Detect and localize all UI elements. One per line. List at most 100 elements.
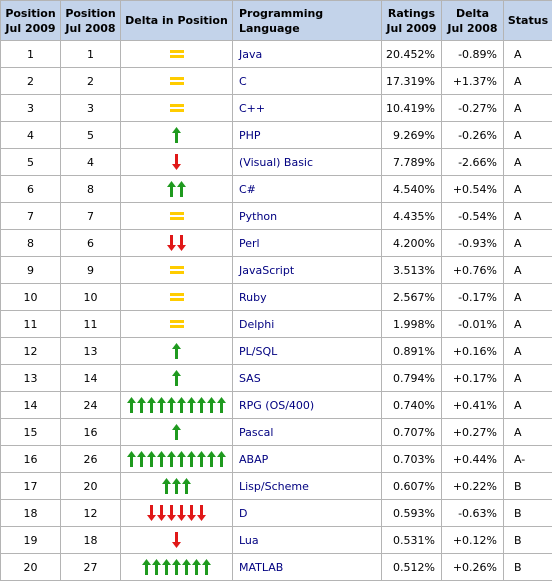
delta-icons	[122, 42, 232, 67]
header-row: Position Jul 2009 Position Jul 2008 Delta …	[0, 0, 552, 41]
up-arrow	[177, 397, 186, 413]
arrow-shape	[157, 397, 166, 413]
rating: 0.703%	[381, 445, 442, 473]
arrow-shape	[167, 505, 176, 521]
table-row: 7 7 Python 4.435% -0.54% A	[0, 202, 552, 230]
delta-icons	[122, 393, 232, 418]
status: A	[503, 256, 552, 284]
arrow-shape	[172, 532, 181, 548]
delta-icons	[122, 69, 232, 94]
up-arrow	[152, 559, 161, 575]
position-2008: 9	[60, 256, 121, 284]
column-header: Programming Language	[232, 0, 382, 41]
position-2008: 7	[60, 202, 121, 230]
delta-icons	[122, 420, 232, 445]
delta-icons	[122, 555, 232, 580]
status: A	[503, 94, 552, 122]
arrow-shape	[152, 559, 161, 575]
up-arrow	[217, 397, 226, 413]
language: Pascal	[232, 418, 382, 446]
arrow-shape	[197, 505, 206, 521]
rating: 0.607%	[381, 472, 442, 500]
arrow-shape	[162, 478, 171, 494]
table-row: 1 1 Java 20.452% -0.89% A	[0, 40, 552, 68]
arrow-shape	[167, 451, 176, 467]
delta-icons	[122, 528, 232, 553]
rating-delta: +0.17%	[441, 364, 504, 392]
up-arrow	[127, 397, 136, 413]
position-2009: 9	[0, 256, 61, 284]
arrow-shape	[147, 397, 156, 413]
arrow-shape	[177, 397, 186, 413]
up-arrow	[182, 478, 191, 494]
position-2009: 15	[0, 418, 61, 446]
language: (Visual) Basic	[232, 148, 382, 176]
language: C	[232, 67, 382, 95]
rating: 4.540%	[381, 175, 442, 203]
rating: 9.269%	[381, 121, 442, 149]
rating: 0.707%	[381, 418, 442, 446]
arrow-shape	[157, 451, 166, 467]
table-row: 18 12 D 0.593% -0.63% B	[0, 499, 552, 527]
delta-icons	[122, 366, 232, 391]
equal-bar	[169, 55, 184, 58]
position-2009: 18	[0, 499, 61, 527]
delta-position	[120, 256, 233, 284]
arrow-shape	[172, 127, 181, 143]
status: A	[503, 202, 552, 230]
position-2008: 12	[60, 499, 121, 527]
rating: 0.512%	[381, 553, 442, 581]
arrow-shape	[217, 397, 226, 413]
column-header: Delta Jul 2008	[441, 0, 504, 41]
arrow-shape	[137, 451, 146, 467]
delta-icons	[122, 177, 232, 202]
language: Lisp/Scheme	[232, 472, 382, 500]
up-arrow	[137, 451, 146, 467]
delta-icons	[122, 231, 232, 256]
rating-delta: +0.12%	[441, 526, 504, 554]
down-arrow	[197, 505, 206, 521]
up-arrow	[182, 559, 191, 575]
delta-position	[120, 310, 233, 338]
up-arrow	[172, 559, 181, 575]
rating: 10.419%	[381, 94, 442, 122]
equal-bar	[169, 77, 184, 80]
down-arrow	[172, 532, 181, 548]
rating: 3.513%	[381, 256, 442, 284]
arrow-shape	[177, 181, 186, 197]
table-row: 10 10 Ruby 2.567% -0.17% A	[0, 283, 552, 311]
equal-bar	[169, 50, 184, 53]
rating-delta: +0.27%	[441, 418, 504, 446]
rating: 2.567%	[381, 283, 442, 311]
rating: 0.794%	[381, 364, 442, 392]
delta-position	[120, 283, 233, 311]
equal-bar	[169, 271, 184, 274]
column-header: Ratings Jul 2009	[381, 0, 442, 41]
position-2009: 16	[0, 445, 61, 473]
up-arrow	[177, 181, 186, 197]
language: Python	[232, 202, 382, 230]
position-2008: 1	[60, 40, 121, 68]
position-2009: 14	[0, 391, 61, 419]
rating: 4.200%	[381, 229, 442, 257]
up-arrow	[147, 451, 156, 467]
up-arrow	[157, 397, 166, 413]
arrow-shape	[127, 451, 136, 467]
status: A	[503, 283, 552, 311]
language: C#	[232, 175, 382, 203]
column-header: Status	[503, 0, 552, 41]
arrow-shape	[177, 235, 186, 251]
table-row: 9 9 JavaScript 3.513% +0.76% A	[0, 256, 552, 284]
rating-delta: -0.93%	[441, 229, 504, 257]
position-2009: 10	[0, 283, 61, 311]
up-arrow	[197, 451, 206, 467]
equal-bar	[169, 104, 184, 107]
rating-delta: +0.16%	[441, 337, 504, 365]
position-2008: 20	[60, 472, 121, 500]
up-arrow	[167, 181, 176, 197]
arrow-shape	[217, 451, 226, 467]
rating-delta: -0.17%	[441, 283, 504, 311]
rating-delta: -0.63%	[441, 499, 504, 527]
